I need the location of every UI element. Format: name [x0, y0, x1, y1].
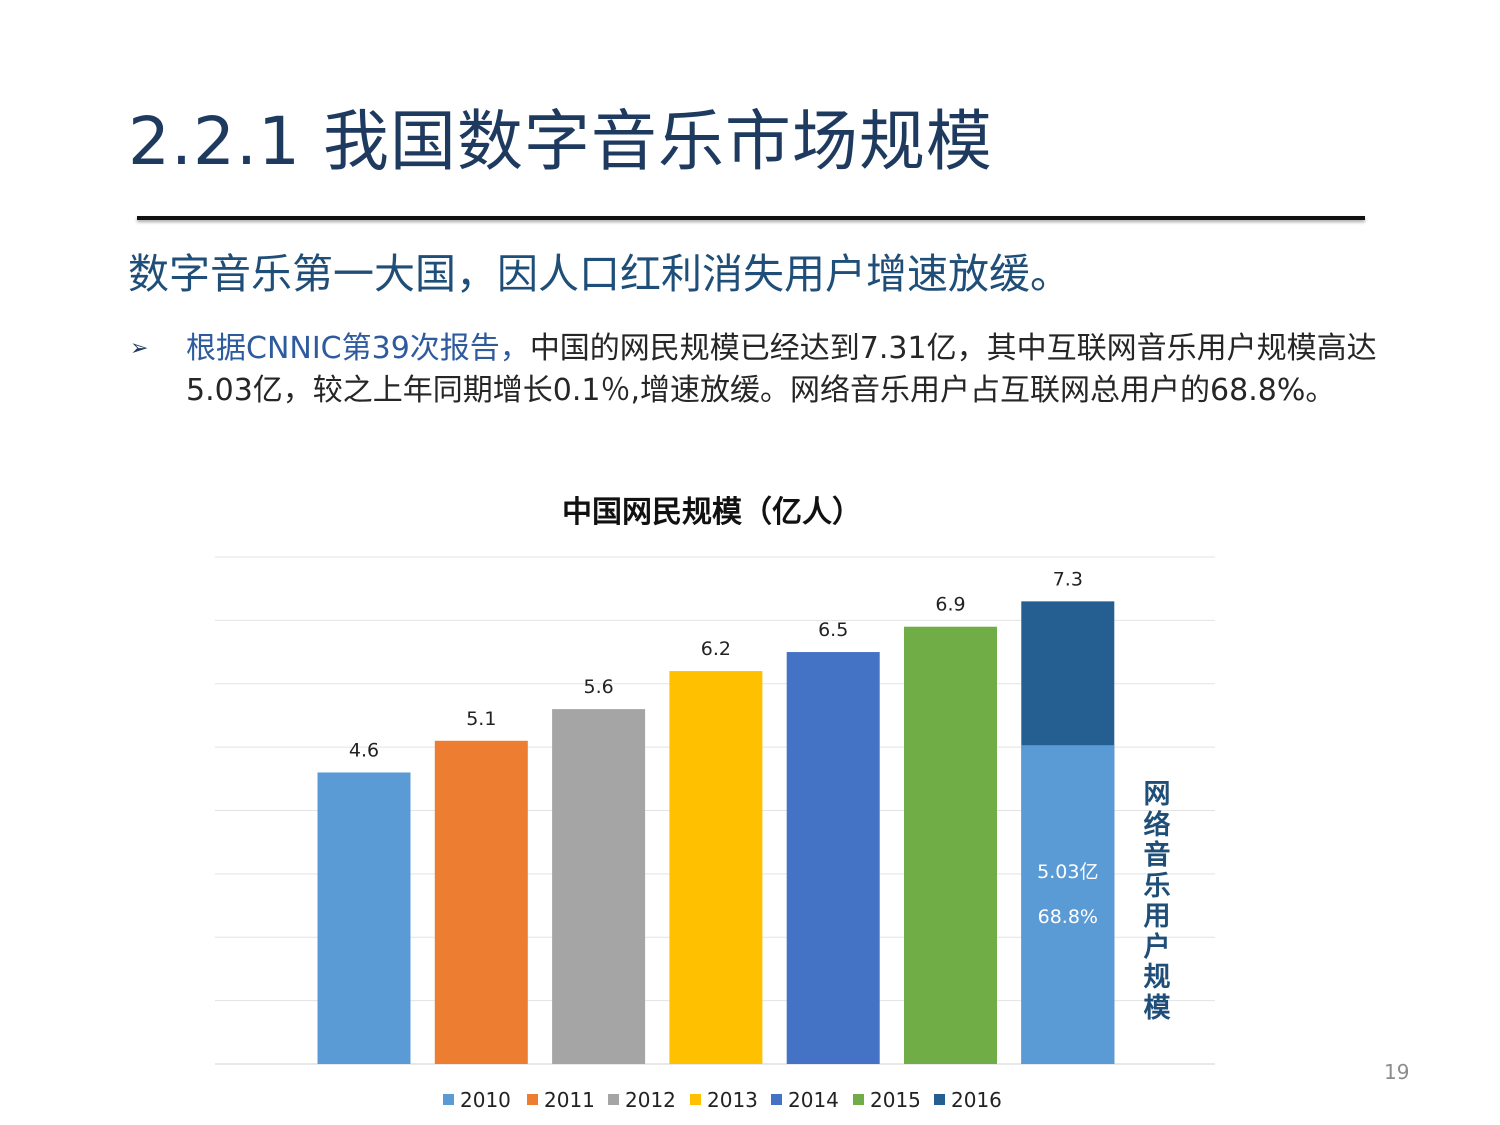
chart-data-labels: 4.6 5.1 5.6 6.2 6.5 6.9 5.03亿 68.8% 7.3	[349, 568, 1099, 928]
segment-label-value: 5.03亿	[1037, 861, 1098, 883]
chart-title: 中国网民规模（亿人）	[562, 495, 862, 530]
bar-2010	[317, 772, 411, 1064]
legend-swatch-2012	[608, 1094, 619, 1105]
data-label-2016: 7.3	[1053, 568, 1083, 590]
bar-segment-music-users	[1021, 745, 1115, 1064]
legend-swatch-2014	[771, 1094, 782, 1105]
side-annotation-label: 网络音乐用户规模	[1143, 779, 1171, 1024]
bar-2011	[434, 740, 528, 1064]
bar-2015	[904, 626, 997, 1064]
chart-bars	[317, 601, 1115, 1064]
data-label-2014: 6.5	[818, 619, 848, 641]
title-divider	[137, 216, 1365, 220]
legend-label-2014: 2014	[788, 1088, 839, 1112]
bullet-body: 中国的网民规模已经达到7.31亿，其中互联网音乐用户规模高达5.03亿，较之上年…	[186, 331, 1377, 408]
legend-swatch-2016	[934, 1094, 945, 1105]
legend-swatch-2011	[527, 1094, 538, 1105]
data-label-2015: 6.9	[935, 594, 965, 616]
data-label-2012: 5.6	[583, 676, 613, 698]
slide-title: 2.2.1 我国数字音乐市场规模	[128, 103, 993, 180]
legend-swatch-2010	[443, 1094, 454, 1105]
legend-label-2015: 2015	[870, 1088, 921, 1112]
legend-label-2013: 2013	[707, 1088, 758, 1112]
legend-label-2016: 2016	[951, 1088, 1002, 1112]
bullet-paragraph: 根据CNNIC第39次报告，中国的网民规模已经达到7.31亿，其中互联网音乐用户…	[186, 328, 1401, 412]
legend-label-2012: 2012	[625, 1088, 676, 1112]
bullet-source: 根据CNNIC第39次报告，	[186, 331, 530, 366]
legend-swatch-2013	[690, 1094, 701, 1105]
page-number: 19	[1384, 1060, 1410, 1084]
legend-label-2011: 2011	[544, 1088, 595, 1112]
chart-legend: 2010 2011 2012 2013 2014 2015 2016	[443, 1088, 1002, 1112]
slide-subtitle: 数字音乐第一大国，因人口红利消失用户增速放缓。	[128, 250, 1071, 298]
legend-swatch-2015	[853, 1094, 864, 1105]
data-label-2013: 6.2	[701, 638, 731, 660]
bar-2014	[786, 652, 880, 1064]
bar-2012	[552, 709, 646, 1064]
bullet-arrow-icon: ➢	[130, 336, 149, 361]
data-label-2011: 5.1	[466, 708, 496, 730]
bar-2013	[669, 671, 763, 1064]
segment-label-share: 68.8%	[1038, 906, 1098, 928]
data-label-2010: 4.6	[349, 739, 379, 761]
legend-label-2010: 2010	[460, 1088, 511, 1112]
